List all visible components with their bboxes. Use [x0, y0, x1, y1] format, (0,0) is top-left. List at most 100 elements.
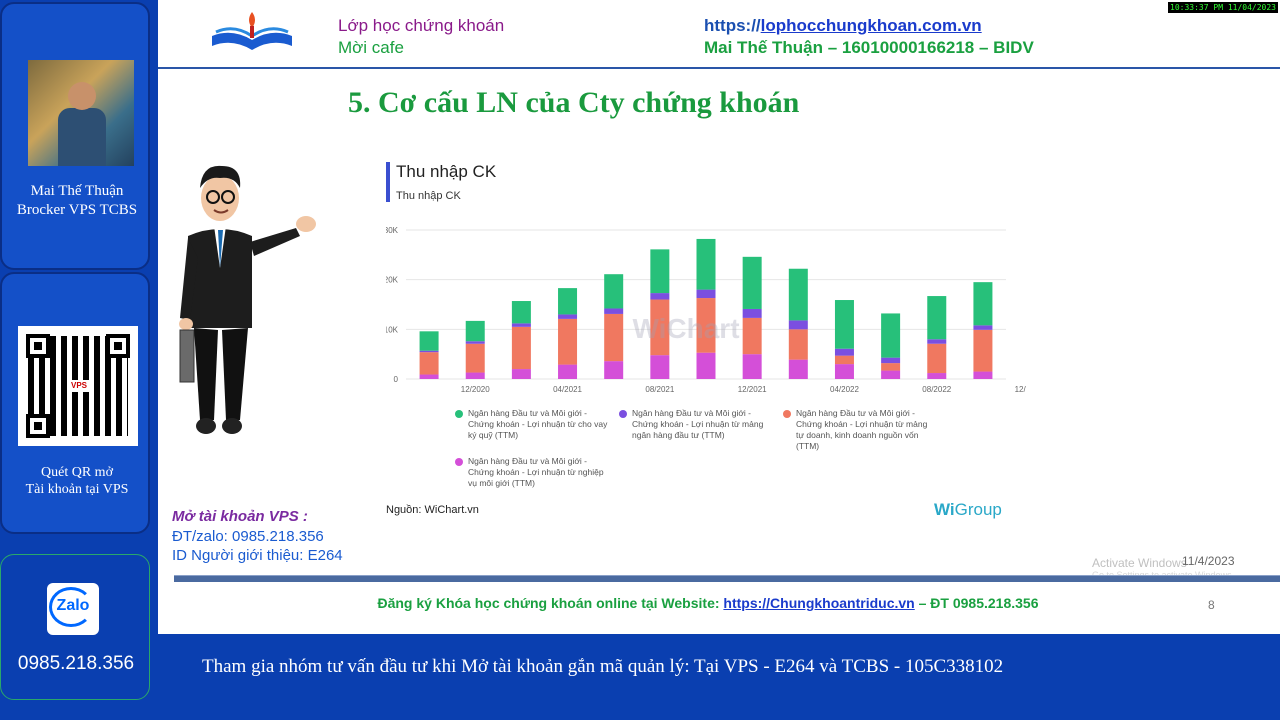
bar-segment[interactable] — [881, 313, 901, 358]
bar-segment[interactable] — [419, 374, 439, 379]
zalo-label: Zalo — [56, 597, 90, 614]
bar-segment[interactable] — [419, 352, 439, 375]
bar-segment[interactable] — [558, 364, 578, 379]
header-divider — [158, 67, 1280, 69]
presenter-illustration — [179, 165, 316, 434]
bar-segment[interactable] — [973, 282, 993, 326]
bar-segment[interactable] — [604, 313, 624, 362]
bar-segment[interactable] — [696, 298, 716, 353]
slide: 10:33:37 PM 11/04/2023 Lớp học chứng kho… — [158, 0, 1280, 634]
class-name: Lớp học chứng khoán — [338, 16, 505, 35]
zalo-panel: Zalo 0985.218.356 — [0, 554, 150, 700]
legend-item[interactable]: Ngân hàng Đầu tư và Môi giới - Chứng kho… — [455, 408, 608, 441]
bar-segment[interactable] — [696, 238, 716, 290]
profile-photo — [28, 60, 134, 166]
bar-segment[interactable] — [558, 318, 578, 365]
bar-segment[interactable] — [465, 341, 485, 344]
bar-segment[interactable] — [927, 373, 947, 379]
bar-segment[interactable] — [788, 329, 808, 360]
bar-segment[interactable] — [973, 329, 993, 372]
legend-label: Ngân hàng Đầu tư và Môi giới - Chứng kho… — [468, 408, 608, 440]
bar-segment[interactable] — [465, 320, 485, 342]
bar-segment[interactable] — [465, 343, 485, 373]
x-tick-label: 12/2022 — [1015, 385, 1026, 394]
zalo-icon[interactable]: Zalo — [47, 583, 99, 635]
legend-label: Ngân hàng Đầu tư và Môi giới - Chứng kho… — [632, 408, 764, 440]
bar-segment[interactable] — [558, 288, 578, 315]
x-tick-label: 12/2020 — [461, 385, 490, 394]
qr-code[interactable]: VPS — [18, 326, 138, 446]
bar-segment[interactable] — [511, 323, 531, 327]
qr-caption-2: Tài khoản tại VPS — [25, 482, 129, 497]
bar-segment[interactable] — [742, 354, 762, 379]
bar-segment[interactable] — [511, 369, 531, 379]
wigroup-logo-wi: Wi — [934, 500, 955, 519]
bar-segment[interactable] — [788, 359, 808, 379]
legend-item[interactable]: Ngân hàng Đầu tư và Môi giới - Chứng kho… — [619, 408, 772, 441]
bar-segment[interactable] — [973, 325, 993, 330]
x-tick-label: 12/2021 — [738, 385, 767, 394]
profile-name: Mai Thế Thuận — [30, 183, 124, 199]
bar-segment[interactable] — [788, 268, 808, 321]
bar-segment[interactable] — [788, 320, 808, 330]
bar-segment[interactable] — [927, 339, 947, 344]
slide-progress-bar — [174, 575, 1280, 582]
bank-info: Mai Thế Thuận – 16010000166218 – BIDV — [704, 38, 1034, 57]
bar-segment[interactable] — [973, 371, 993, 379]
bar-segment[interactable] — [650, 299, 670, 356]
bar-segment[interactable] — [419, 350, 439, 353]
bar-segment[interactable] — [742, 256, 762, 309]
bar-segment[interactable] — [834, 355, 854, 365]
bar-segment[interactable] — [742, 317, 762, 355]
qr-badge: VPS — [68, 380, 90, 392]
profile-panel: Mai Thế Thuận Brocker VPS TCBS — [0, 2, 150, 270]
bar-segment[interactable] — [834, 364, 854, 379]
bar-segment[interactable] — [927, 343, 947, 374]
bar-segment[interactable] — [650, 355, 670, 379]
bar-segment[interactable] — [511, 301, 531, 324]
legend-item[interactable]: Ngân hàng Đầu tư và Môi giới - Chứng kho… — [455, 456, 608, 489]
bar-segment[interactable] — [650, 249, 670, 294]
y-tick-label: 10K — [386, 325, 399, 334]
chart-subtitle: Thu nhập CK — [396, 190, 461, 202]
income-chart: Thu nhập CK Thu nhập CK 0 10K 20K 30K 12/202… — [386, 160, 1026, 528]
slide-title: 5. Cơ cấu LN của Cty chứng khoán — [348, 86, 800, 119]
chart-watermark: WiChart — [632, 313, 739, 344]
bar-segment[interactable] — [834, 300, 854, 349]
clock: 10:33:37 PM 11/04/2023 — [1168, 2, 1278, 13]
bar-segment[interactable] — [927, 296, 947, 340]
slide-date: 11/4/2023 — [1182, 554, 1235, 568]
bar-segment[interactable] — [604, 274, 624, 309]
x-tick-label: 08/2021 — [645, 385, 674, 394]
zalo-phone: 0985.218.356 — [17, 653, 135, 674]
bar-segment[interactable] — [465, 372, 485, 379]
bar-segment[interactable] — [604, 308, 624, 314]
bar-segment[interactable] — [881, 357, 901, 364]
bar-segment[interactable] — [881, 363, 901, 371]
bar-segment[interactable] — [696, 352, 716, 379]
chart-title: Thu nhập CK — [396, 162, 497, 181]
bar-segment[interactable] — [834, 348, 854, 356]
legend-item[interactable]: Ngân hàng Đầu tư và Môi giới - Chứng kho… — [783, 408, 936, 452]
qr-caption-1: Quét QR mở — [41, 465, 113, 480]
coffee-text: Mời cafe — [338, 38, 404, 57]
bar-segment[interactable] — [511, 326, 531, 370]
bar-segment[interactable] — [650, 293, 670, 300]
course-link[interactable]: https://Chungkhoantriduc.vn — [723, 595, 915, 611]
legend-dot-icon — [455, 458, 463, 466]
activate-windows-title: Activate Windows — [1092, 556, 1187, 570]
page-number: 8 — [1208, 598, 1215, 612]
chart-source: Nguồn: WiChart.vn — [386, 504, 479, 516]
bar-segment[interactable] — [558, 314, 578, 319]
bar-segment[interactable] — [696, 289, 716, 299]
legend-dot-icon — [619, 410, 627, 418]
bar-segment[interactable] — [604, 361, 624, 379]
bar-segment[interactable] — [742, 308, 762, 318]
course-prefix: Đăng ký Khóa học chứng khoán online tại … — [377, 595, 724, 611]
bar-segment[interactable] — [419, 331, 439, 351]
qr-panel: VPS Quét QR mở Tài khoản tại VPS — [0, 272, 150, 534]
x-tick-label: 04/2021 — [553, 385, 582, 394]
book-torch-logo-icon — [212, 12, 292, 50]
website-link[interactable]: https://lophocchungkhoan.com.vn — [704, 16, 982, 36]
bar-segment[interactable] — [881, 370, 901, 379]
